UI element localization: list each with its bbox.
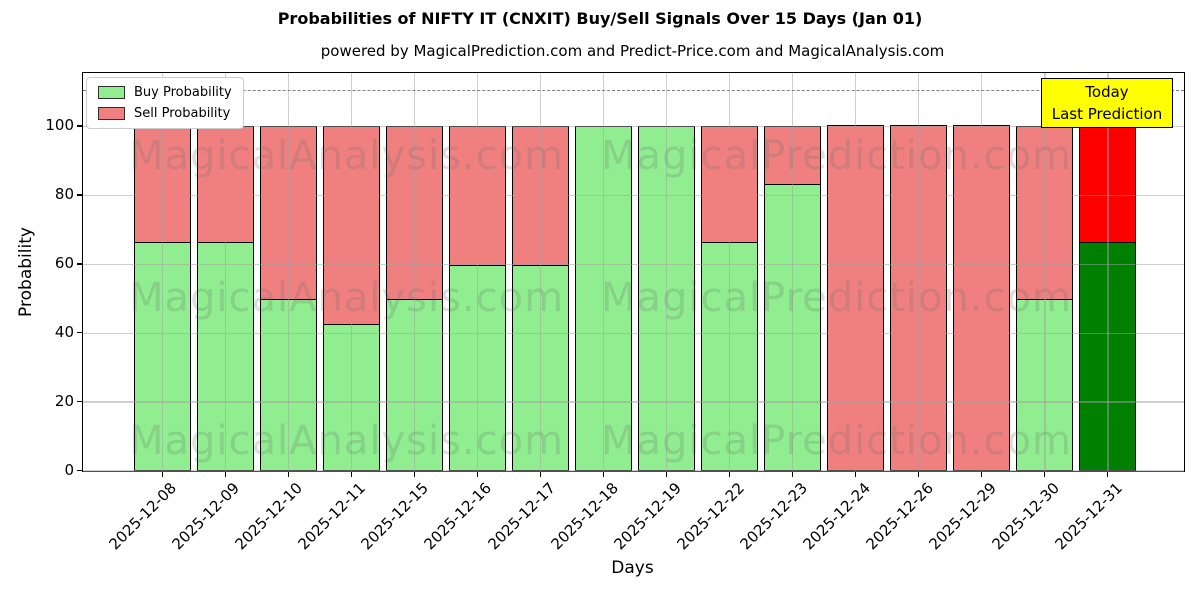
x-tick-mark xyxy=(287,471,289,477)
x-tick-label: 2025-12-26 xyxy=(862,479,937,554)
x-tick-mark xyxy=(539,471,541,477)
x-tick-label: 2025-12-24 xyxy=(799,479,874,554)
buy-swatch-icon xyxy=(98,86,125,99)
v-gridline xyxy=(1044,73,1046,471)
v-gridline xyxy=(224,73,227,471)
h-gridline xyxy=(83,401,1184,403)
watermark-text: MagicalPrediction.com xyxy=(601,418,1072,464)
x-tick-label: 2025-12-17 xyxy=(484,479,559,554)
v-gridline xyxy=(477,73,479,471)
h-gridline xyxy=(83,194,1184,196)
h-gridline xyxy=(83,470,1184,472)
v-gridline xyxy=(918,73,920,471)
v-gridline xyxy=(792,73,794,471)
v-gridline xyxy=(603,73,605,471)
x-tick-mark xyxy=(350,471,352,477)
x-tick-mark xyxy=(854,471,857,477)
today-annotation-box: Today Last Prediction xyxy=(1041,78,1173,128)
x-tick-label: 2025-12-30 xyxy=(988,479,1063,554)
y-tick-label: 80 xyxy=(54,185,74,204)
x-tick-mark xyxy=(980,471,983,477)
y-tick-mark xyxy=(77,470,82,472)
y-tick-label: 20 xyxy=(54,392,74,411)
v-gridline xyxy=(855,73,857,471)
x-tick-mark xyxy=(161,471,163,477)
h-gridline xyxy=(83,125,1184,127)
v-gridline xyxy=(981,73,983,471)
today-annotation-line1: Today xyxy=(1085,82,1129,101)
plot-area: MagicalAnalysis.com MagicalPrediction.com… xyxy=(82,72,1185,472)
v-gridline xyxy=(350,73,353,471)
x-tick-mark xyxy=(413,471,415,477)
sell-swatch-icon xyxy=(98,107,125,120)
x-tick-mark xyxy=(1106,471,1109,477)
x-tick-label: 2025-12-29 xyxy=(925,479,1000,554)
x-tick-mark xyxy=(791,471,794,477)
x-tick-label: 2025-12-16 xyxy=(421,479,496,554)
v-gridline xyxy=(1107,73,1109,471)
dashed-threshold-line xyxy=(83,89,1184,91)
x-tick-label: 2025-12-08 xyxy=(105,479,181,554)
h-gridline xyxy=(83,332,1184,334)
legend-sell-label: Sell Probability xyxy=(134,106,231,121)
legend: Buy Probability Sell Probability xyxy=(86,77,244,129)
h-gridline xyxy=(83,263,1184,265)
v-gridline xyxy=(666,73,668,471)
y-tick-mark xyxy=(77,194,82,196)
legend-buy-label: Buy Probability xyxy=(134,85,232,100)
y-tick-mark xyxy=(77,263,82,265)
x-tick-mark xyxy=(728,471,731,477)
v-gridline xyxy=(729,73,731,471)
x-axis-label: Days xyxy=(611,558,654,578)
y-tick-label: 0 xyxy=(64,461,74,479)
chart-subtitle: powered by MagicalPrediction.com and Pre… xyxy=(320,42,945,60)
legend-item-sell: Sell Probability xyxy=(98,106,232,121)
y-tick-label: 60 xyxy=(54,254,74,273)
x-tick-label: 2025-12-31 xyxy=(1051,479,1126,554)
v-gridline xyxy=(540,73,542,471)
y-tick-mark xyxy=(77,401,82,403)
watermark-text: MagicalPrediction.com xyxy=(601,275,1072,321)
x-tick-mark xyxy=(1043,471,1046,477)
y-tick-label: 100 xyxy=(45,116,74,135)
x-tick-label: 2025-12-09 xyxy=(168,479,244,554)
x-tick-mark xyxy=(917,471,920,477)
legend-item-buy: Buy Probability xyxy=(98,85,232,100)
v-gridline xyxy=(414,73,416,471)
x-tick-mark xyxy=(602,471,604,477)
watermark-text: MagicalAnalysis.com xyxy=(129,133,565,179)
v-gridline xyxy=(287,73,290,471)
watermark-text: MagicalPrediction.com xyxy=(601,133,1072,179)
x-tick-mark xyxy=(665,471,668,477)
x-tick-mark xyxy=(224,471,226,477)
y-tick-mark xyxy=(77,332,82,334)
chart-title: Probabilities of NIFTY IT (CNXIT) Buy/Se… xyxy=(277,9,923,28)
y-tick-mark xyxy=(77,125,82,127)
x-tick-mark xyxy=(476,471,478,477)
y-tick-label: 40 xyxy=(54,323,74,342)
v-gridline xyxy=(161,73,164,471)
watermark-text: MagicalAnalysis.com xyxy=(129,418,565,464)
watermark-text: MagicalAnalysis.com xyxy=(129,275,565,321)
today-annotation-line2: Last Prediction xyxy=(1051,105,1163,123)
